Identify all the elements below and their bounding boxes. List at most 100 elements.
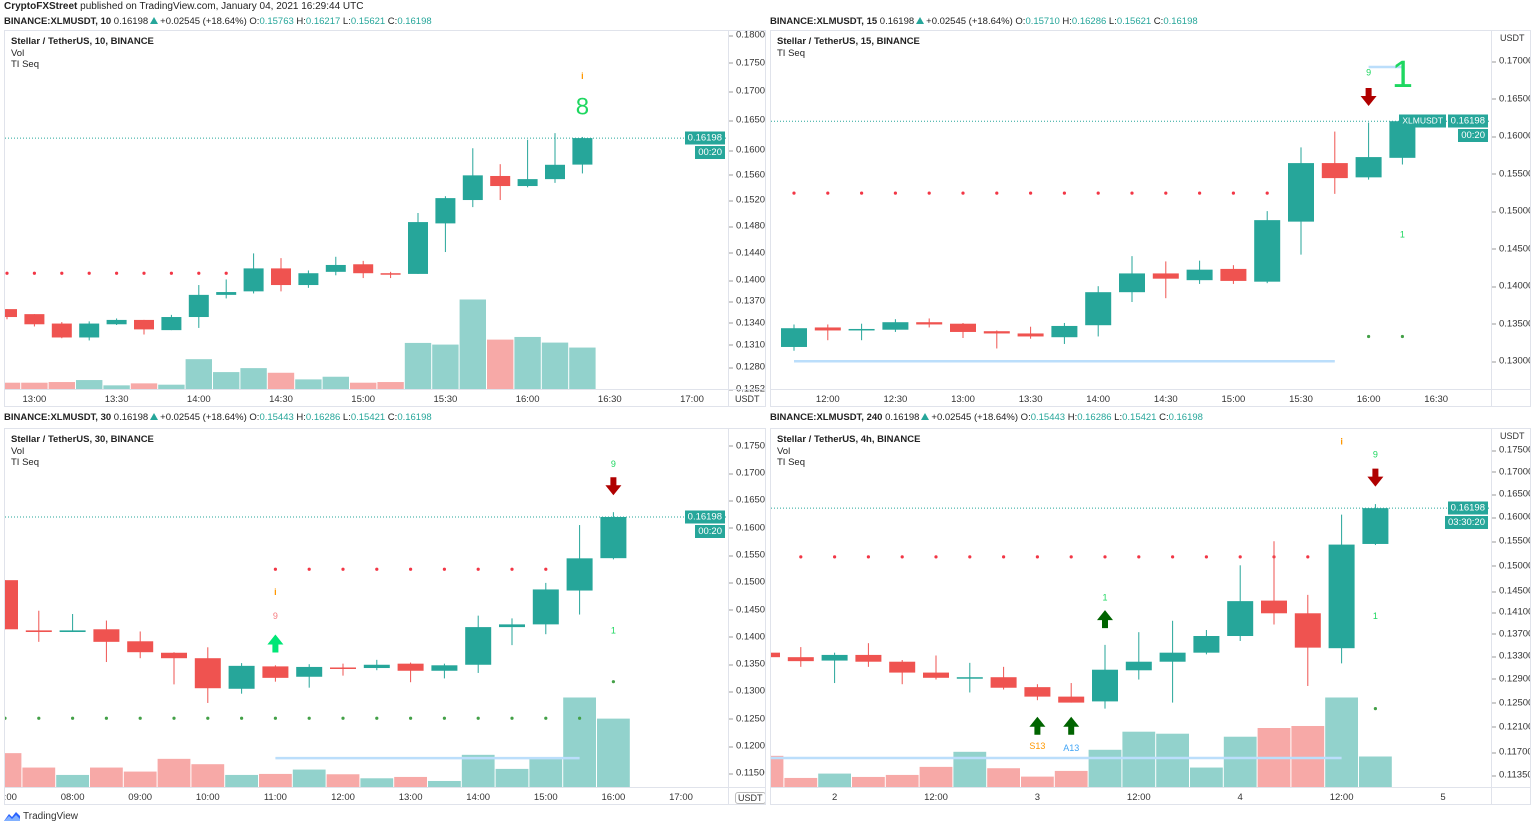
bullish-candle[interactable] bbox=[1355, 157, 1382, 178]
bearish-candle[interactable] bbox=[353, 264, 374, 274]
bullish-candle[interactable] bbox=[59, 630, 86, 633]
bullish-candle[interactable] bbox=[408, 222, 428, 274]
bearish-candle[interactable] bbox=[787, 657, 814, 662]
bearish-candle[interactable] bbox=[194, 658, 221, 689]
bullish-candle[interactable] bbox=[188, 294, 209, 318]
price-axis[interactable]: USDT 0.17000 0.16500 0.16000 0.15500 0.15000 0… bbox=[1491, 31, 1530, 389]
bullish-candle[interactable] bbox=[532, 589, 559, 625]
bearish-candle[interactable] bbox=[814, 327, 841, 331]
bullish-candle[interactable] bbox=[1227, 601, 1254, 637]
bullish-candle[interactable] bbox=[325, 264, 346, 272]
bullish-candle[interactable] bbox=[600, 516, 627, 559]
bearish-candle[interactable] bbox=[127, 641, 154, 653]
time-axis[interactable]: 2 12:00 3 12:00 4 12:00 5 bbox=[771, 787, 1491, 804]
bearish-candle[interactable] bbox=[1220, 268, 1247, 281]
bearish-candle[interactable] bbox=[25, 630, 52, 633]
bullish-candle[interactable] bbox=[243, 268, 264, 292]
bullish-candle[interactable] bbox=[517, 179, 538, 187]
bullish-candle[interactable] bbox=[79, 323, 100, 338]
bearish-candle[interactable] bbox=[1058, 696, 1085, 703]
bearish-candle[interactable] bbox=[24, 314, 45, 325]
bearish-candle[interactable] bbox=[5, 309, 17, 318]
bullish-candle[interactable] bbox=[216, 292, 237, 295]
bearish-candle[interactable] bbox=[397, 663, 424, 671]
price-plot[interactable]: i 9 9 1 bbox=[5, 429, 728, 787]
bullish-candle[interactable] bbox=[499, 624, 525, 628]
legend-indicator-ti-seq[interactable]: TI Seq bbox=[777, 47, 805, 59]
bullish-candle[interactable] bbox=[1159, 652, 1186, 662]
legend-indicator-vol[interactable]: Vol bbox=[777, 445, 791, 457]
tradingview-footer[interactable]: TradingView bbox=[4, 811, 78, 822]
bullish-candle[interactable] bbox=[1085, 292, 1112, 326]
bearish-candle[interactable] bbox=[330, 667, 356, 669]
bearish-candle[interactable] bbox=[1261, 600, 1287, 614]
bearish-candle[interactable] bbox=[990, 677, 1017, 688]
bullish-candle[interactable] bbox=[1362, 508, 1389, 544]
bearish-candle[interactable] bbox=[1294, 613, 1321, 648]
price-axis[interactable]: 0.17500 0.17000 0.16500 0.16000 0.15500 0.150… bbox=[728, 429, 765, 787]
bullish-candle[interactable] bbox=[882, 322, 909, 330]
bearish-candle[interactable] bbox=[950, 323, 976, 332]
bearish-candle[interactable] bbox=[771, 652, 780, 658]
price-plot[interactable]: i 9 1 1 S13 A13 bbox=[771, 429, 1491, 787]
legend-indicator-vol[interactable]: Vol bbox=[11, 47, 25, 59]
bullish-candle[interactable] bbox=[956, 677, 983, 679]
chart-panel-15m[interactable]: Stellar / TetherUS, 15, BINANCE TI Seq 9… bbox=[770, 30, 1531, 407]
bullish-candle[interactable] bbox=[781, 328, 807, 347]
bearish-candle[interactable] bbox=[855, 654, 882, 662]
bearish-candle[interactable] bbox=[983, 331, 1010, 334]
time-axis[interactable]: 13:00 13:30 14:00 14:30 15:00 15:30 16:00 16:30… bbox=[5, 389, 728, 406]
price-plot[interactable]: i8 bbox=[5, 31, 728, 389]
bullish-candle[interactable] bbox=[1119, 273, 1145, 293]
time-axis[interactable]: 07:00 08:00 09:00 10:00 11:00 12:00 13:00 14:00… bbox=[5, 787, 728, 804]
price-plot[interactable]: 9 1 1 bbox=[771, 31, 1491, 389]
bearish-candle[interactable] bbox=[5, 580, 18, 630]
bearish-candle[interactable] bbox=[1152, 273, 1179, 279]
chart-panel-30m[interactable]: Stellar / TetherUS, 30, BINANCE Vol TI S… bbox=[4, 428, 766, 805]
bearish-candle[interactable] bbox=[93, 629, 120, 642]
bullish-candle[interactable] bbox=[848, 328, 875, 331]
bullish-candle[interactable] bbox=[821, 654, 848, 661]
legend-indicator-ti-seq[interactable]: TI Seq bbox=[11, 59, 39, 70]
bullish-candle[interactable] bbox=[465, 627, 492, 665]
legend-indicator-ti-seq[interactable]: TI Seq bbox=[11, 457, 39, 468]
legend-indicator-ti-seq[interactable]: TI Seq bbox=[777, 457, 805, 468]
bearish-candle[interactable] bbox=[889, 661, 916, 673]
bullish-candle[interactable] bbox=[1125, 661, 1152, 671]
bullish-candle[interactable] bbox=[566, 558, 593, 591]
bearish-candle[interactable] bbox=[380, 273, 401, 275]
bullish-candle[interactable] bbox=[1193, 636, 1220, 653]
chart-panel-4h[interactable]: Stellar / TetherUS, 4h, BINANCE Vol TI S… bbox=[770, 428, 1531, 805]
bearish-candle[interactable] bbox=[1024, 687, 1051, 697]
bullish-candle[interactable] bbox=[1092, 669, 1118, 702]
bearish-candle[interactable] bbox=[271, 268, 291, 286]
bullish-candle[interactable] bbox=[572, 138, 593, 165]
bullish-candle[interactable] bbox=[1288, 163, 1314, 222]
bullish-candle[interactable] bbox=[228, 665, 255, 689]
price-axis[interactable]: USDT 0.17500 0.17000 0.16500 0.16000 0.15500 0… bbox=[1491, 429, 1530, 787]
chart-panel-10m[interactable]: Stellar / TetherUS, 10, BINANCE Vol TI S… bbox=[4, 30, 766, 407]
bearish-candle[interactable] bbox=[1017, 333, 1044, 337]
bullish-candle[interactable] bbox=[1328, 544, 1355, 649]
bearish-candle[interactable] bbox=[134, 319, 154, 330]
time-axis[interactable]: 12:00 12:30 13:00 13:30 14:00 14:30 15:00 15:30… bbox=[771, 389, 1491, 406]
bearish-candle[interactable] bbox=[1321, 163, 1348, 179]
bullish-candle[interactable] bbox=[462, 175, 483, 201]
bearish-candle[interactable] bbox=[916, 322, 943, 325]
bullish-candle[interactable] bbox=[545, 164, 565, 180]
bullish-candle[interactable] bbox=[1186, 269, 1213, 281]
bearish-candle[interactable] bbox=[161, 652, 187, 659]
bullish-candle[interactable] bbox=[363, 664, 390, 669]
bearish-candle[interactable] bbox=[262, 666, 289, 678]
bullish-candle[interactable] bbox=[298, 273, 319, 286]
axis-unit-button[interactable]: USDT bbox=[735, 792, 765, 804]
bullish-candle[interactable] bbox=[1051, 325, 1078, 338]
bearish-candle[interactable] bbox=[923, 672, 949, 678]
legend-indicator-vol[interactable]: Vol bbox=[11, 445, 25, 457]
bullish-candle[interactable] bbox=[435, 198, 456, 224]
bearish-candle[interactable] bbox=[490, 175, 511, 187]
bullish-candle[interactable] bbox=[106, 319, 127, 325]
bearish-candle[interactable] bbox=[51, 323, 72, 338]
bullish-candle[interactable] bbox=[1254, 220, 1281, 282]
bullish-candle[interactable] bbox=[161, 317, 182, 331]
